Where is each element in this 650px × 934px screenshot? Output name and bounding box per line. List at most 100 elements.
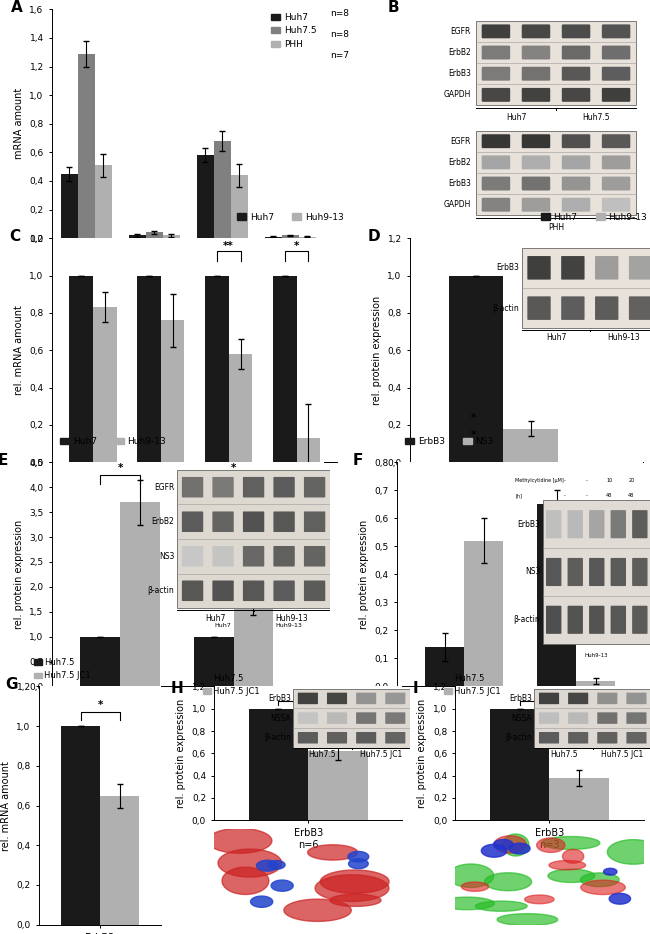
Bar bbox=[137, 276, 161, 462]
Text: EGFR: EGFR bbox=[450, 27, 471, 35]
Polygon shape bbox=[580, 880, 625, 895]
Polygon shape bbox=[330, 894, 381, 906]
Bar bbox=[100, 796, 139, 925]
Bar bbox=[120, 502, 160, 686]
Text: EGFR: EGFR bbox=[450, 136, 471, 146]
FancyBboxPatch shape bbox=[602, 88, 630, 102]
Text: C: C bbox=[9, 229, 20, 244]
Bar bbox=[265, 236, 282, 238]
FancyBboxPatch shape bbox=[522, 155, 551, 169]
Legend: Huh7, Huh9-13: Huh7, Huh9-13 bbox=[234, 209, 347, 225]
Text: H: H bbox=[171, 681, 184, 696]
Polygon shape bbox=[548, 870, 595, 883]
Polygon shape bbox=[484, 872, 532, 891]
Bar bbox=[231, 176, 248, 238]
FancyBboxPatch shape bbox=[522, 24, 551, 38]
Polygon shape bbox=[502, 834, 529, 856]
FancyBboxPatch shape bbox=[476, 21, 636, 106]
Polygon shape bbox=[462, 882, 489, 891]
Polygon shape bbox=[271, 880, 293, 891]
Y-axis label: rel. protein expression: rel. protein expression bbox=[176, 699, 186, 808]
FancyBboxPatch shape bbox=[482, 88, 510, 102]
Bar bbox=[296, 438, 320, 462]
Bar bbox=[549, 778, 609, 820]
FancyBboxPatch shape bbox=[482, 155, 510, 169]
Bar bbox=[248, 709, 308, 820]
Polygon shape bbox=[603, 869, 617, 875]
Bar bbox=[69, 276, 93, 462]
Text: *: * bbox=[547, 691, 552, 700]
Polygon shape bbox=[348, 858, 369, 869]
Text: n=7: n=7 bbox=[330, 50, 349, 60]
FancyBboxPatch shape bbox=[482, 24, 510, 38]
FancyBboxPatch shape bbox=[522, 88, 551, 102]
Bar bbox=[299, 236, 316, 238]
Bar bbox=[146, 233, 162, 238]
Bar bbox=[489, 709, 549, 820]
Bar bbox=[161, 320, 185, 462]
Bar bbox=[282, 235, 299, 238]
Polygon shape bbox=[509, 843, 530, 854]
Polygon shape bbox=[448, 864, 494, 887]
Polygon shape bbox=[439, 898, 495, 910]
Bar bbox=[214, 141, 231, 238]
Polygon shape bbox=[497, 913, 558, 926]
Polygon shape bbox=[609, 893, 630, 904]
Bar bbox=[503, 429, 558, 462]
Polygon shape bbox=[320, 870, 389, 894]
Text: *: * bbox=[231, 463, 237, 473]
Text: *: * bbox=[471, 430, 476, 440]
Bar bbox=[197, 155, 214, 238]
FancyBboxPatch shape bbox=[562, 134, 590, 149]
Text: E: E bbox=[0, 453, 8, 468]
Bar bbox=[194, 637, 233, 686]
Polygon shape bbox=[257, 860, 278, 871]
Polygon shape bbox=[541, 837, 600, 849]
FancyBboxPatch shape bbox=[476, 131, 636, 215]
Bar bbox=[205, 276, 229, 462]
FancyBboxPatch shape bbox=[522, 66, 551, 80]
Bar bbox=[233, 609, 274, 686]
FancyBboxPatch shape bbox=[522, 177, 551, 191]
Polygon shape bbox=[307, 844, 358, 860]
Text: ErbB2: ErbB2 bbox=[448, 158, 471, 167]
Polygon shape bbox=[268, 860, 285, 870]
Bar bbox=[464, 541, 504, 686]
Y-axis label: rel. protein expression: rel. protein expression bbox=[372, 296, 382, 404]
Text: G: G bbox=[5, 677, 18, 692]
Text: PHH: PHH bbox=[548, 223, 564, 233]
Legend: Huh7, Huh9-13: Huh7, Huh9-13 bbox=[538, 209, 650, 225]
FancyBboxPatch shape bbox=[602, 24, 630, 38]
Polygon shape bbox=[207, 828, 272, 854]
Text: *: * bbox=[306, 691, 311, 700]
X-axis label: Methylcytidine [µM]: Methylcytidine [µM] bbox=[475, 711, 566, 719]
Bar bbox=[60, 174, 77, 238]
Bar bbox=[93, 307, 116, 462]
Y-axis label: rel. mRNA amount: rel. mRNA amount bbox=[14, 305, 24, 395]
Polygon shape bbox=[562, 849, 584, 863]
Legend: Huh7.5, Huh7.5 JC1: Huh7.5, Huh7.5 JC1 bbox=[31, 655, 94, 684]
Polygon shape bbox=[315, 875, 389, 901]
Polygon shape bbox=[218, 849, 281, 877]
FancyBboxPatch shape bbox=[562, 66, 590, 80]
Bar bbox=[537, 504, 577, 686]
Bar bbox=[449, 276, 503, 462]
Text: n=3: n=3 bbox=[511, 729, 530, 738]
Polygon shape bbox=[482, 844, 507, 857]
FancyBboxPatch shape bbox=[562, 46, 590, 60]
FancyBboxPatch shape bbox=[602, 46, 630, 60]
Bar bbox=[229, 354, 252, 462]
Polygon shape bbox=[222, 867, 269, 895]
Text: *: * bbox=[118, 463, 123, 473]
Bar bbox=[81, 637, 120, 686]
Polygon shape bbox=[494, 836, 526, 853]
Text: D: D bbox=[368, 229, 381, 244]
Polygon shape bbox=[250, 896, 273, 907]
Legend: Huh7.5, Huh7.5 JC1: Huh7.5, Huh7.5 JC1 bbox=[441, 671, 504, 700]
Polygon shape bbox=[607, 840, 650, 864]
Legend: Huh7.5, Huh7.5 JC1: Huh7.5, Huh7.5 JC1 bbox=[200, 671, 263, 700]
Polygon shape bbox=[525, 895, 554, 904]
Text: GAPDH: GAPDH bbox=[443, 200, 471, 209]
FancyBboxPatch shape bbox=[562, 88, 590, 102]
FancyBboxPatch shape bbox=[482, 66, 510, 80]
